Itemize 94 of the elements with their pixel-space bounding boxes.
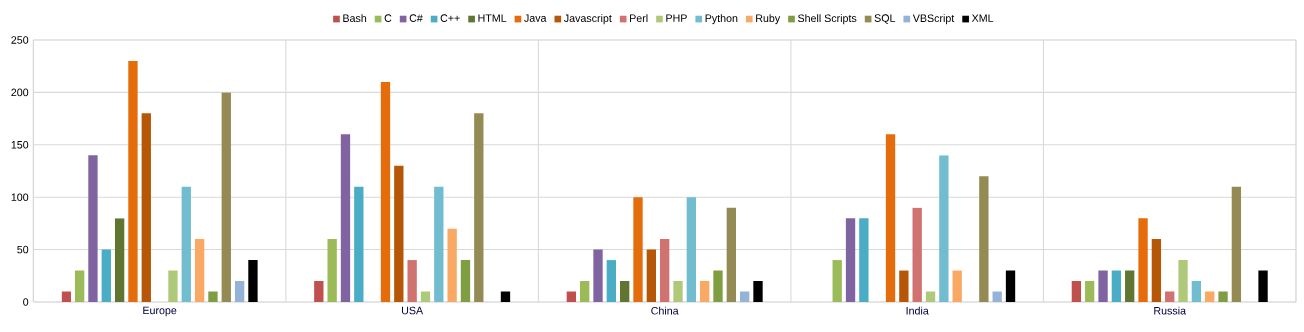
bar [1231,186,1242,302]
bar [114,218,125,302]
y-tick-label: 250 [11,36,29,44]
legend-label: C [384,14,392,22]
bar [566,291,577,302]
bar [1191,281,1202,302]
legend-label: Python [705,14,738,25]
y-tick-label: 50 [17,245,29,254]
legend-label: Perl [630,14,648,23]
bar [1165,291,1175,302]
bar [700,281,710,302]
bar [394,165,404,302]
bar [74,270,85,302]
legend-label: Bash [343,14,367,23]
bar [1005,270,1016,302]
bar [168,270,178,302]
bar [925,291,936,302]
bar [753,281,763,302]
legend-label: VBScript [912,14,955,25]
bar [434,186,444,302]
y-tick-label: 150 [11,141,29,149]
legend-label: SQL [874,14,896,24]
bar [593,249,603,302]
bar [354,186,364,302]
bar [646,249,657,302]
bar [380,81,391,302]
bar [859,218,869,302]
bar [234,281,245,302]
bar [1125,270,1135,302]
y-tick-label: 100 [11,193,29,201]
bar [660,239,670,302]
bar [500,291,511,302]
bar [845,218,856,302]
bar [181,186,191,302]
bar [221,92,231,302]
y-tick-label: 0 [23,298,29,306]
bar [1138,218,1148,302]
legend-label: C# [409,14,423,22]
bar [141,113,151,302]
legend-label: HTML [478,14,507,22]
bar [740,291,750,302]
bar [1178,260,1188,302]
bar [580,281,590,302]
legend-label: PHP [666,14,687,22]
bar [340,134,351,302]
bar [1111,270,1122,302]
bar [939,155,949,302]
bar [194,239,205,302]
bar [979,176,989,302]
bar [101,249,111,302]
bar [832,260,842,302]
bar [606,260,616,302]
x-tick-label: Europe [143,306,177,317]
bar [1151,239,1162,302]
bar [1258,270,1268,302]
bar [1085,281,1095,302]
bar [208,291,218,302]
legend-label: Shell Scripts [797,14,857,25]
bar [1071,281,1082,302]
legend-label: XML [971,14,994,22]
legend-label: Javascript [563,14,612,25]
bar [61,291,71,302]
bar [992,291,1002,302]
bar [726,207,736,302]
bar [633,197,643,302]
bar [248,260,258,302]
bar [1218,291,1228,302]
x-tick-label: India [906,306,929,315]
bar [128,60,138,302]
x-tick-label: USA [402,306,424,315]
bar [686,197,696,302]
bar [620,281,630,302]
bar [460,260,471,302]
bar [447,228,457,302]
bar [912,207,922,302]
bar [885,134,896,302]
bar [713,270,723,302]
legend-label: C++ [440,14,460,22]
bar [899,270,909,302]
bar [88,155,98,302]
y-tick-label: 200 [11,88,29,97]
bar [952,270,962,302]
bar [1098,270,1108,302]
bar [1205,291,1215,302]
bar [407,260,417,302]
x-tick-label: Russia [1154,306,1187,315]
bar [314,281,324,302]
bar [420,291,431,302]
bar [327,239,337,302]
legend-label: Ruby [756,14,781,25]
legend-label: Java [524,14,547,22]
x-tick-label: China [651,306,679,315]
bar [474,113,484,302]
bar [673,281,683,302]
